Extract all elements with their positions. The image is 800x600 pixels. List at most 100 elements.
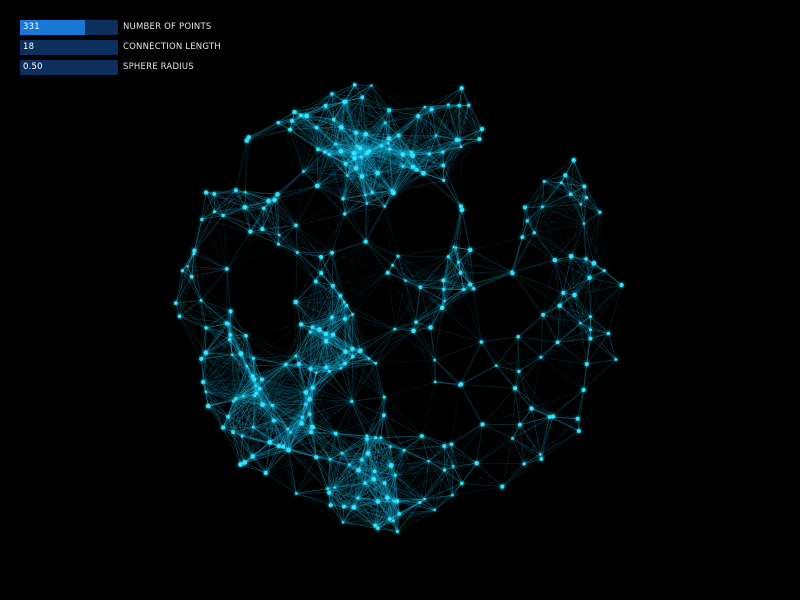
- network-point: [557, 303, 562, 308]
- connection-line: [312, 371, 330, 428]
- connection-line: [348, 464, 355, 508]
- connection-line: [222, 199, 275, 216]
- connection-line: [360, 330, 414, 352]
- connection-line: [241, 431, 291, 437]
- connection-line: [354, 157, 378, 174]
- connection-line: [253, 358, 263, 380]
- connection-line: [384, 166, 414, 207]
- connection-line: [315, 452, 343, 458]
- connection-line: [367, 396, 385, 454]
- connection-line: [277, 122, 291, 130]
- connection-line: [443, 165, 463, 211]
- network-point: [517, 369, 521, 374]
- connection-line: [344, 156, 362, 215]
- connection-line: [289, 129, 337, 145]
- connection-line: [481, 341, 497, 367]
- connection-line: [289, 115, 307, 130]
- connection-line: [291, 120, 342, 128]
- connection-line: [301, 423, 343, 454]
- connection-line: [579, 322, 617, 360]
- connection-line: [364, 482, 421, 503]
- connection-line: [324, 151, 348, 177]
- network-point: [248, 229, 253, 234]
- connection-line: [455, 247, 459, 263]
- connection-line: [526, 182, 562, 222]
- connection-line: [391, 165, 444, 191]
- connection-line: [201, 189, 237, 220]
- connection-line: [375, 435, 423, 438]
- connection-line: [287, 449, 343, 454]
- connection-line: [315, 371, 330, 374]
- connection-line: [369, 150, 393, 191]
- connection-length-slider[interactable]: 18: [20, 40, 118, 55]
- network-point: [250, 454, 255, 459]
- connection-line: [393, 169, 417, 194]
- connection-line: [316, 185, 368, 204]
- connection-line: [316, 127, 319, 150]
- connection-line: [344, 168, 357, 215]
- connection-line: [394, 449, 405, 476]
- connection-line: [533, 232, 556, 261]
- connection-line: [282, 428, 289, 448]
- connection-line: [312, 295, 341, 328]
- connection-line: [342, 194, 366, 200]
- connection-line: [298, 363, 346, 365]
- connection-line: [315, 456, 359, 499]
- connection-line: [303, 171, 344, 200]
- connection-line: [245, 191, 280, 236]
- connection-line: [374, 525, 398, 533]
- connection-line: [352, 313, 396, 330]
- connection-line: [306, 115, 330, 155]
- connection-line: [417, 115, 444, 166]
- connection-line: [344, 318, 370, 359]
- connection-line: [306, 115, 335, 120]
- connection-line: [259, 388, 271, 443]
- number-of-points-slider[interactable]: 331: [20, 20, 118, 35]
- connection-line: [429, 128, 483, 155]
- connection-line: [254, 395, 280, 447]
- network-point: [571, 157, 576, 163]
- connection-line: [512, 416, 550, 439]
- slider-label: SPHERE RADIUS: [123, 62, 194, 72]
- connection-line: [361, 449, 405, 461]
- sphere-radius-slider[interactable]: 0.50: [20, 60, 118, 75]
- connection-line: [205, 391, 243, 437]
- connection-line: [386, 460, 429, 499]
- connection-line: [452, 465, 503, 487]
- connection-line: [309, 398, 353, 402]
- connection-line: [232, 379, 255, 433]
- connection-line: [358, 469, 396, 476]
- connection-line: [360, 350, 385, 398]
- connection-line: [443, 289, 445, 302]
- connection-line: [328, 154, 348, 177]
- connection-line: [441, 288, 475, 309]
- connection-line: [300, 324, 346, 353]
- connection-line: [371, 142, 389, 193]
- network-point: [360, 95, 365, 100]
- connection-line: [517, 314, 544, 338]
- connection-line: [252, 449, 289, 457]
- network-point: [541, 312, 546, 317]
- connection-line: [316, 127, 361, 149]
- connection-line: [278, 413, 311, 447]
- connection-line: [353, 145, 382, 154]
- network-point: [338, 293, 343, 298]
- connection-line: [460, 383, 516, 389]
- network-point: [238, 351, 244, 356]
- connection-line: [431, 108, 483, 130]
- network-point: [228, 333, 233, 337]
- connection-line: [222, 191, 246, 216]
- connection-line: [328, 145, 358, 155]
- connection-line: [387, 272, 406, 281]
- connection-line: [359, 147, 394, 194]
- connection-line: [202, 381, 260, 389]
- connection-line: [356, 145, 362, 158]
- connection-line: [393, 460, 429, 502]
- connection-line: [540, 338, 591, 358]
- connection-line: [294, 101, 347, 113]
- connection-line: [346, 305, 361, 352]
- connection-line: [269, 413, 311, 443]
- connection-line: [342, 513, 400, 523]
- connection-line: [331, 213, 346, 254]
- connection-line: [200, 300, 207, 329]
